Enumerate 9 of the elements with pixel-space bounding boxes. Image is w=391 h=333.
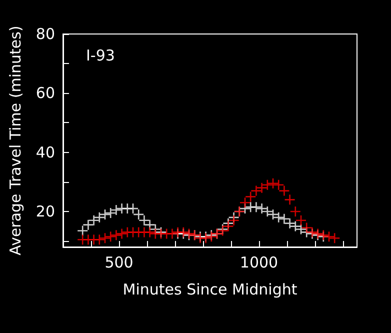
x-tick-label: 1000 (240, 254, 278, 272)
y-tick-label: 80 (36, 25, 55, 43)
y-tick-label: 40 (36, 143, 55, 162)
x-tick-label: 500 (104, 254, 134, 272)
y-tick-label: 60 (36, 84, 55, 102)
y-tick-label: 20 (36, 202, 55, 220)
x-axis-title: Minutes Since Midnight (122, 280, 298, 298)
y-axis-title: Average Travel Time (minutes) (6, 26, 24, 256)
annotation: I-93 (86, 46, 115, 64)
